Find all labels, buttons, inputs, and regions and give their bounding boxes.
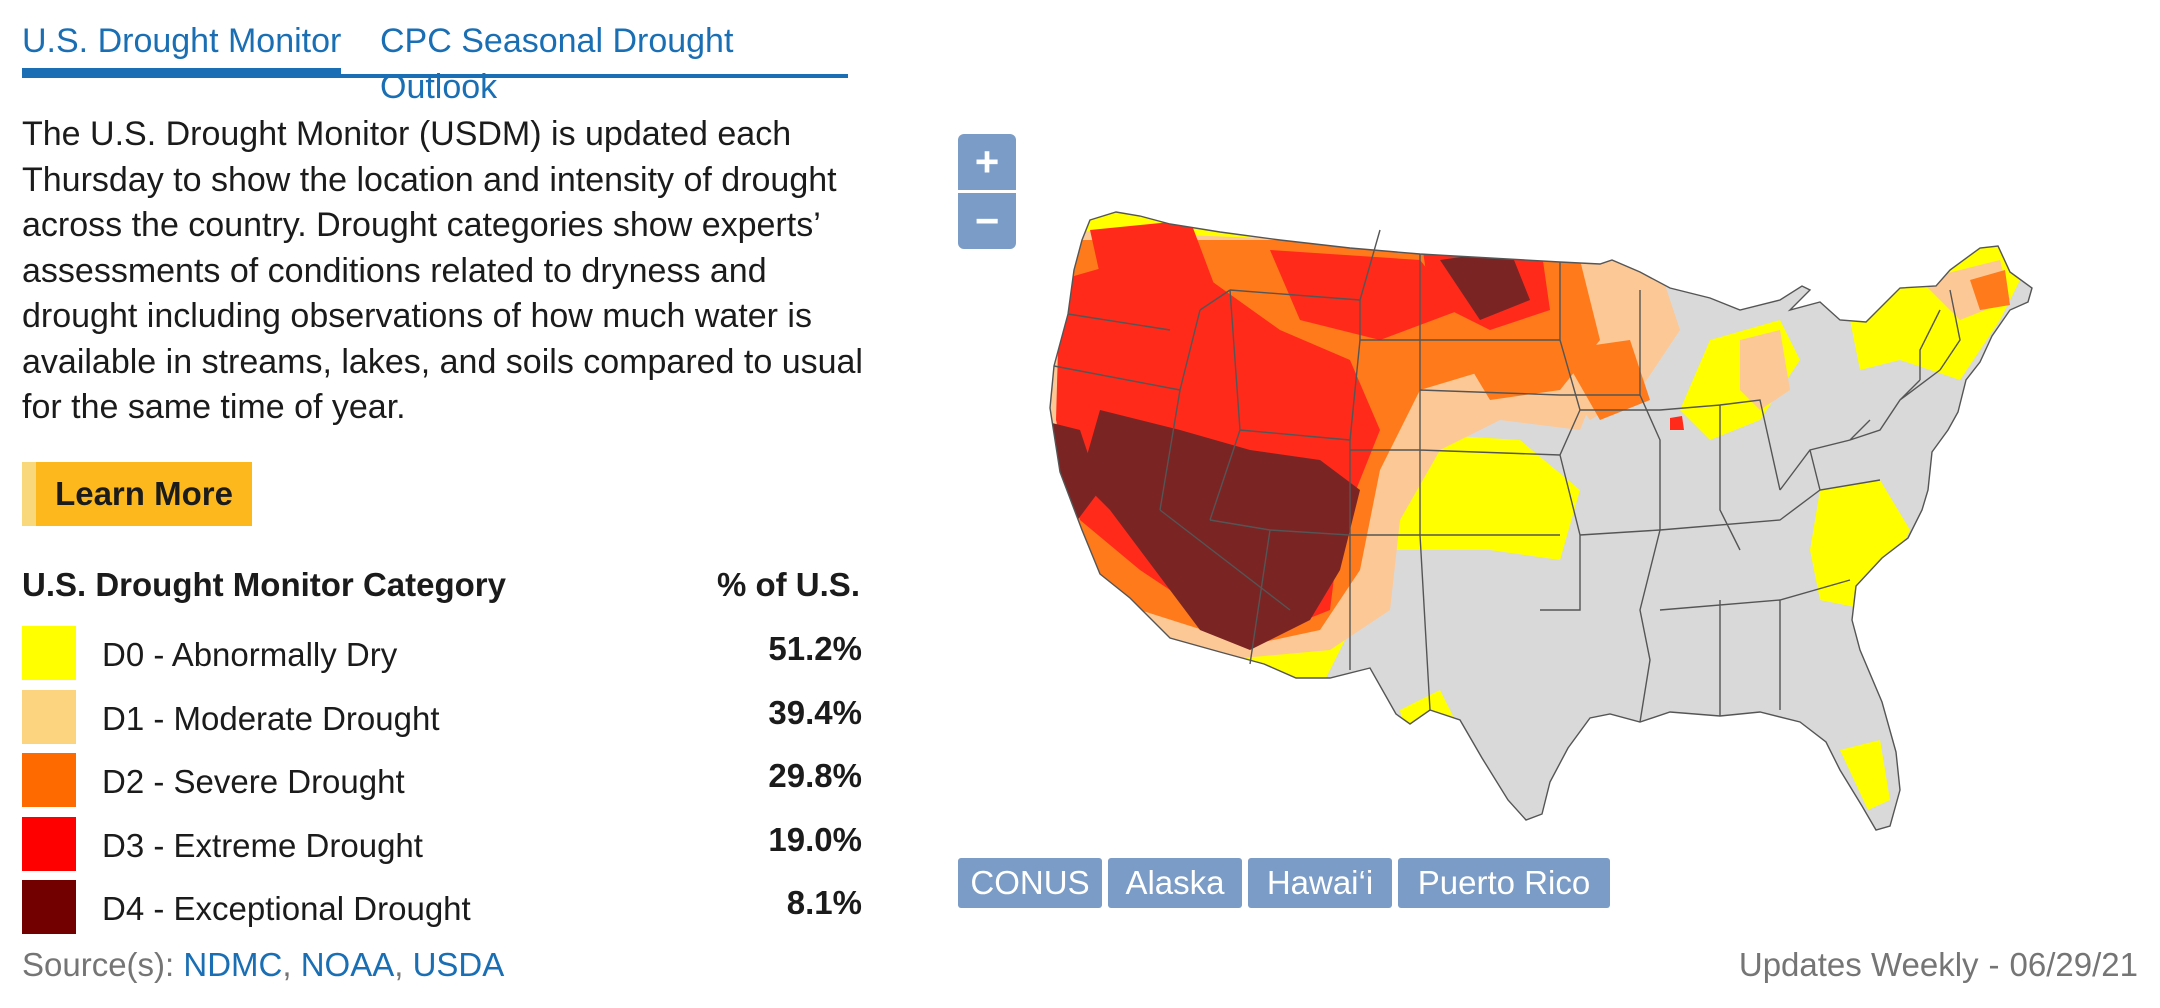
- legend-swatch-d4: [22, 880, 76, 934]
- boundary-lines-central: [1350, 254, 1661, 711]
- zoom-in-button[interactable]: +: [958, 134, 1016, 190]
- drought-d4-southwest: [1080, 410, 1360, 650]
- legend-label-d1: D1 - Moderate Drought: [102, 700, 440, 737]
- learn-more-button[interactable]: Learn More: [22, 462, 252, 526]
- legend-label-d3: D3 - Extreme Drought: [102, 827, 423, 864]
- legend-value-d1: 39.4%: [768, 694, 862, 731]
- drought-d1-michigan: [1740, 330, 1790, 410]
- update-date: 06/29/21: [2009, 946, 2138, 983]
- us-outline: [1049, 211, 2033, 831]
- drought-d4-dakota: [1440, 250, 1530, 320]
- update-frequency: Updates Weekly: [1738, 946, 1979, 983]
- source-link-usda[interactable]: USDA: [412, 946, 505, 983]
- boundary-lines-west: [1053, 229, 1420, 670]
- legend-swatch-d2: [22, 753, 76, 807]
- legend-swatch-d3: [22, 817, 76, 871]
- drought-d2-north-mn: [1560, 340, 1650, 420]
- zoom-out-button[interactable]: −: [958, 193, 1016, 249]
- region-button-conus[interactable]: CONUS: [958, 858, 1102, 908]
- legend-row-d2: D2 - Severe Drought 29.8%: [22, 753, 862, 807]
- legend-value-d3: 19.0%: [768, 821, 862, 858]
- source-link-ndmc[interactable]: NDMC: [183, 946, 283, 983]
- drought-d0-florida: [1840, 740, 1890, 810]
- legend-label-d0: D0 - Abnormally Dry: [102, 636, 398, 673]
- legend-row-d1: D1 - Moderate Drought 39.4%: [22, 690, 862, 744]
- source-line: Source(s): NDMC, NOAA, USDA: [22, 942, 504, 988]
- legend-row-d3: D3 - Extreme Drought 19.0%: [22, 817, 862, 871]
- drought-d3-northwest: [1090, 220, 1220, 330]
- tab-us-drought-monitor[interactable]: U.S. Drought Monitor: [22, 18, 342, 75]
- drought-d3-illinois: [1670, 416, 1684, 430]
- legend-value-d2: 29.8%: [768, 757, 862, 794]
- map-land: [1050, 212, 2032, 830]
- source-prefix: Source(s):: [22, 946, 184, 983]
- update-separator: -: [1988, 946, 2000, 983]
- legend-percent-header: % of U.S.: [716, 566, 860, 603]
- source-link-noaa[interactable]: NOAA: [300, 946, 395, 983]
- region-button-puerto-rico[interactable]: Puerto Rico: [1398, 858, 1610, 908]
- legend-category-header: U.S. Drought Monitor Category: [22, 566, 506, 603]
- source-separator: ,: [282, 946, 301, 983]
- drought-map[interactable]: [1020, 190, 2040, 840]
- legend-swatch-d0: [22, 626, 76, 680]
- tab-cpc-seasonal-drought-outlook[interactable]: CPC Seasonal Drought Outlook: [380, 22, 734, 106]
- legend-label-d2: D2 - Severe Drought: [102, 763, 405, 800]
- description-text: The U.S. Drought Monitor (USDM) is updat…: [22, 115, 863, 426]
- legend-swatch-d1: [22, 690, 76, 744]
- source-separator: ,: [394, 946, 413, 983]
- state-boundaries: [1049, 211, 2033, 831]
- legend-label-d4: D4 - Exceptional Drought: [102, 890, 471, 927]
- tab-bar: U.S. Drought Monitor CPC Seasonal Drough…: [22, 18, 848, 106]
- drought-d2-maine: [1970, 270, 2010, 310]
- legend-value-d4: 8.1%: [786, 884, 862, 921]
- drought-d3-montana: [1270, 250, 1460, 340]
- legend-row-d4: D4 - Exceptional Drought 8.1%: [22, 880, 862, 934]
- update-info: Updates Weekly -06/29/21: [1739, 942, 2138, 988]
- legend-value-d0: 51.2%: [768, 630, 862, 667]
- region-button-alaska[interactable]: Alaska: [1108, 858, 1242, 908]
- legend-row-d0: D0 - Abnormally Dry 51.2%: [22, 626, 862, 680]
- boundary-lines-east: [1639, 289, 1961, 723]
- region-button-hawaii[interactable]: Hawai‘i: [1248, 858, 1392, 908]
